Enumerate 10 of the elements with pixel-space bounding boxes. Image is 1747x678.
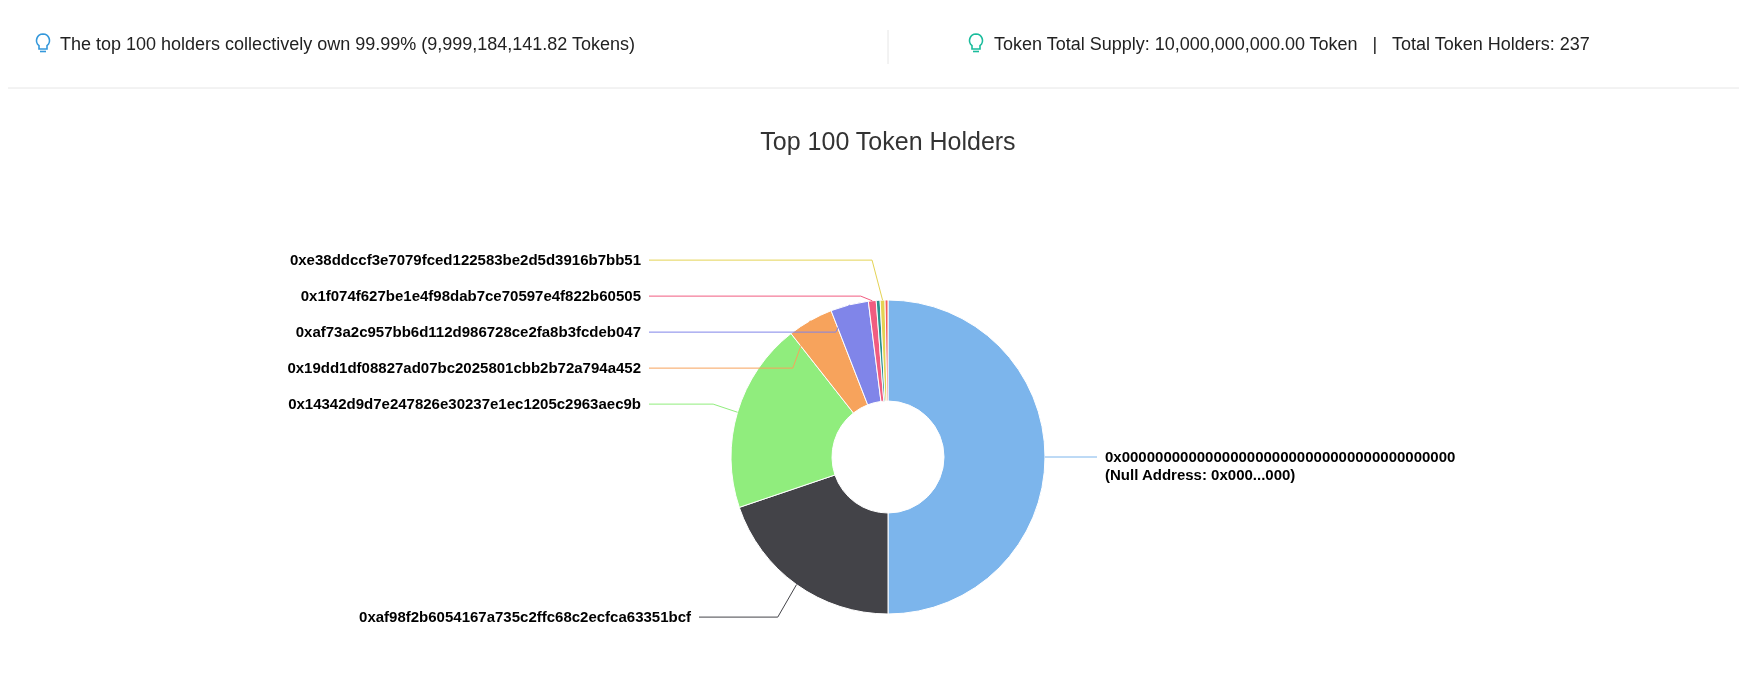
chart-title: Top 100 Token Holders: [760, 127, 1016, 155]
slice-label: 0xe38ddccf3e7079fced122583be2d5d3916b7bb51: [289, 251, 641, 269]
text: The top 100 holders collectively own 99.99% (9,999,184,141.82 Tokens): [60, 34, 636, 54]
slice-label: 0xaf73a2c957bb6d112d986728ce2fa8b3fcdeb047: [295, 323, 641, 341]
slice-label: 0x19dd1df08827ad07bc2025801cbb2b72a794a452: [287, 359, 641, 377]
slice-label: 0xaf98f2b6054167a735c2ffc68c2ecfca63351bcf: [359, 608, 692, 626]
slice-label: 0x0000000000000000000000000000000000000000 (Null Address: 0x000...000): [1105, 448, 1456, 483]
slice-label: 0x14342d9d7e247826e30237e1ec1205c2963aec9b: [288, 395, 641, 413]
text: Token Total Supply: 10,000,000,000.00 Token | Total Token Holders: 237: [994, 34, 1590, 54]
slice-label: 0x1f074f627be1e4f98dab7ce70597e4f822b60505: [300, 287, 641, 305]
